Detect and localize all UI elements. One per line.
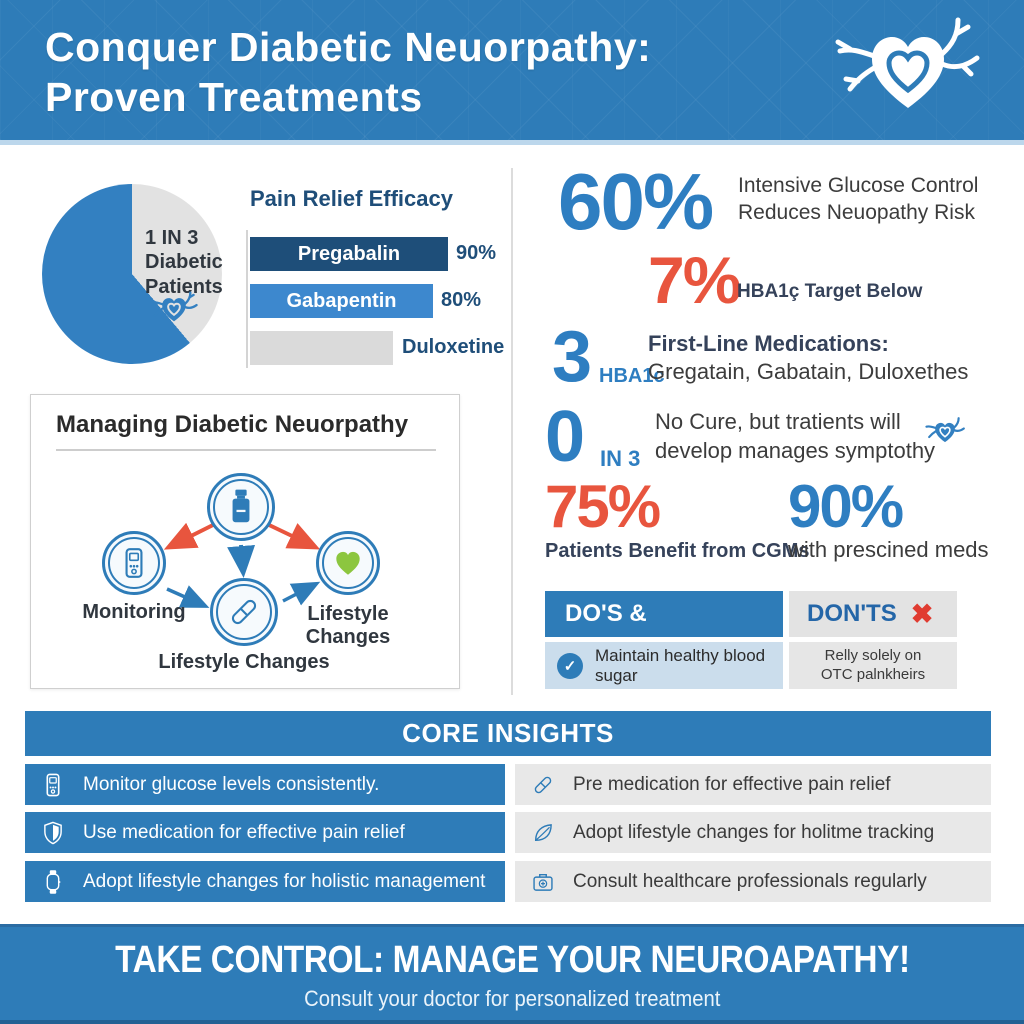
header-banner: Conquer Diabetic Neuorpathy: Proven Trea… — [0, 0, 1024, 140]
label-lifestyle-right: Lifestyle Changes — [278, 603, 418, 649]
bar-gabapentin-label: Gabapentin — [286, 289, 397, 312]
donts-header-label: DON'TS — [807, 600, 897, 627]
pie-callout-line2: Diabetic — [145, 251, 223, 274]
watch-icon — [39, 868, 67, 896]
stat-3-subscript: HBA1c — [599, 365, 665, 387]
core-row-right-3: Consult healthcare professionals regular… — [515, 861, 991, 902]
core-right-1-text: Pre medication for effective pain relief — [573, 773, 891, 795]
diagram-arrows — [163, 522, 321, 608]
stat-7-value: 7% — [648, 243, 741, 317]
bar-pregabalin-label: Pregabalin — [297, 242, 401, 265]
core-row-left-1: Monitor glucose levels consistently. — [25, 764, 505, 805]
core-left-1-text: Monitor glucose levels consistently. — [83, 773, 380, 795]
core-left-3-text: Adopt lifestyle changes for holistic man… — [83, 870, 486, 892]
core-right-3-text: Consult healthcare professionals regular… — [573, 870, 927, 892]
stat-60-value: 60% — [558, 157, 714, 246]
stat-3-value: 3 — [552, 317, 592, 397]
medicine-bottle-icon — [232, 489, 250, 523]
dont-item-row: Relly solely on OTC palnkheirs — [789, 642, 957, 689]
dont-item-line2: OTC palnkheirs — [820, 665, 926, 683]
core-row-left-2: Use medication for effective pain relief — [25, 812, 505, 853]
pie-chart — [42, 184, 222, 364]
label-lifestyle-bottom: Lifestyle Changes — [158, 651, 330, 673]
core-row-left-3: Adopt lifestyle changes for holistic man… — [25, 861, 505, 902]
nerve-heart-icon — [828, 12, 988, 127]
label-lifestyle-right-line1: Lifestyle — [307, 603, 389, 625]
stat-3-title: First-Line Medications: — [648, 331, 889, 356]
footer-banner: TAKE CONTROL: MANAGE YOUR NEUROAPATHY! C… — [0, 924, 1024, 1024]
nerve-heart-tiny-icon — [922, 416, 968, 451]
glucose-meter-icon — [125, 548, 143, 578]
pie-callout: 1 IN 3 Diabetic Patients — [145, 226, 223, 299]
nerve-heart-small-icon — [146, 290, 202, 331]
pie-callout-line1: 1 IN 3 — [145, 227, 199, 249]
green-heart-icon — [336, 551, 360, 575]
green-heart-node — [316, 531, 380, 595]
stat-7-label: HBA1ç Target Below — [737, 281, 923, 302]
managing-title: Managing Diabetic Neuorpathy — [56, 411, 409, 438]
capsule-icon — [529, 771, 557, 799]
dont-item-line1: Relly solely on — [824, 646, 922, 664]
page-title: Conquer Diabetic Neuorpathy: Proven Trea… — [45, 22, 651, 122]
stat-0-label-line2: develop manages symptothy — [655, 437, 936, 463]
capsule-node — [210, 578, 278, 646]
stat-90-value: 90% — [788, 473, 904, 540]
stat-75-value: 75% — [545, 473, 661, 540]
stat-0-label: No Cure, but tratients will develop mana… — [655, 408, 935, 465]
donts-header: DON'TS ✖ — [789, 591, 957, 637]
stat-75-label: Patients Benefit from CGMs — [545, 540, 810, 562]
footer-title: TAKE CONTROL: MANAGE YOUR NEUROAPATHY! — [0, 939, 1024, 982]
header-divider — [0, 140, 1024, 145]
stat-3-meds: Gregatain, Gabatain, Duloxethes — [648, 359, 969, 384]
label-lifestyle-right-line2: Changes — [305, 626, 391, 648]
glucose-meter-icon — [39, 771, 67, 799]
core-row-right-2: Adopt lifestyle changes for holitme trac… — [515, 812, 991, 853]
stat-90-label: with prescined meds — [788, 537, 989, 562]
bar-pregabalin: Pregabalin — [250, 237, 448, 271]
stat-0-subscript: IN 3 — [600, 446, 641, 471]
stat-60-label-line1: Intensive Glucose Control — [738, 174, 979, 197]
leaf-icon — [529, 819, 557, 847]
capsule-icon — [231, 599, 257, 625]
page-title-line1: Conquer Diabetic Neuorpathy: — [45, 24, 652, 70]
managing-panel: Managing Diabetic Neuorpathy — [30, 394, 460, 689]
core-insights-header: CORE INSIGHTS — [25, 711, 991, 756]
do-item-text: Maintain healthy blood sugar — [595, 645, 766, 685]
first-aid-kit-icon — [529, 868, 557, 896]
core-left-2-text: Use medication for effective pain relief — [83, 821, 405, 843]
pie-callout-line3: Patients — [145, 275, 223, 298]
bar-duloxetine-label: Duloxetine — [402, 336, 505, 358]
bar-chart-axis — [246, 230, 248, 368]
footer-subtitle: Consult your doctor for personalized tre… — [0, 986, 1024, 1012]
x-mark-icon: ✖ — [910, 598, 934, 629]
stat-0-value: 0 — [545, 397, 585, 477]
bar-gabapentin: Gabapentin — [250, 284, 433, 318]
do-item-row: ✓ Maintain healthy blood sugar — [545, 642, 783, 689]
stat-0-label-line1: No Cure, but tratients will — [655, 409, 901, 434]
core-row-right-1: Pre medication for effective pain relief — [515, 764, 991, 805]
footer-subtitle-text: Consult your doctor for personalized tre… — [303, 986, 721, 1011]
bar-pregabalin-value: 90% — [456, 242, 497, 264]
glucose-meter-node — [102, 531, 166, 595]
stat-60-label: Intensive Glucose Control Reduces Neuopa… — [738, 172, 978, 227]
page-title-line2: Proven Treatments — [45, 74, 423, 121]
medicine-bottle-node — [207, 473, 275, 541]
shield-icon — [39, 819, 67, 847]
label-monitoring: Monitoring — [82, 601, 186, 623]
bar-chart-title: Pain Relief Efficacy — [250, 186, 453, 211]
core-right-2-text: Adopt lifestyle changes for holitme trac… — [573, 821, 935, 843]
bar-duloxetine — [250, 331, 393, 365]
column-divider — [511, 168, 513, 695]
bar-gabapentin-value: 80% — [441, 289, 482, 311]
footer-title-text: TAKE CONTROL: MANAGE YOUR NEUROAPATHY! — [114, 939, 910, 981]
stat-60-label-line2: Reduces Neuopathy Risk — [738, 201, 975, 225]
dos-header: DO'S & — [545, 591, 783, 637]
check-circle-icon: ✓ — [557, 652, 583, 679]
managing-title-divider — [56, 449, 436, 451]
